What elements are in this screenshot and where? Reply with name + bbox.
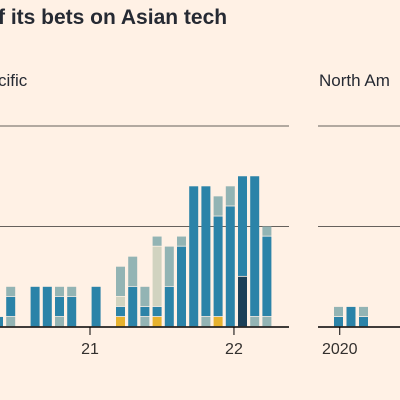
panel2-bar-segment bbox=[334, 306, 343, 317]
panel1-bar-segment bbox=[152, 316, 162, 327]
panel1-bar-segment bbox=[140, 286, 150, 307]
panel1-bar-segment bbox=[55, 286, 64, 297]
panel1-bar-segment bbox=[67, 296, 77, 327]
panel2-bar-segment bbox=[346, 306, 356, 327]
panel2-bar-segment bbox=[359, 316, 368, 327]
panel1-bar-segment bbox=[67, 286, 77, 297]
panel1-bar-segment bbox=[6, 316, 16, 327]
panel1-bar-segment bbox=[262, 226, 272, 236]
panel1-bar-segment bbox=[213, 316, 223, 327]
panel1-bar-segment bbox=[201, 316, 211, 327]
panel-label-north-america: North Am bbox=[319, 71, 390, 90]
panel1-bar-segment bbox=[213, 216, 223, 317]
panel1-bar-segment bbox=[116, 266, 125, 297]
panel2-x-tick-label: 2020 bbox=[322, 341, 358, 358]
panel2-bar-segment bbox=[359, 306, 368, 317]
panel1-bar-segment bbox=[140, 306, 150, 317]
panel1-bar-segment bbox=[140, 316, 150, 327]
panel1-bar-segment bbox=[225, 206, 235, 327]
panel1-x-tick-label: 21 bbox=[81, 341, 99, 358]
panel1-bar-segment bbox=[189, 186, 199, 327]
panel1-bar-segment bbox=[238, 276, 247, 327]
panel1-bar-segment bbox=[128, 286, 138, 327]
panel1-bar-segment bbox=[177, 246, 186, 327]
panel1-bar-segment bbox=[42, 286, 52, 327]
panel1-bar-segment bbox=[262, 236, 272, 317]
panel1-bar-segment bbox=[164, 246, 174, 286]
panel1-bar-segment bbox=[262, 316, 272, 327]
panel1-bar-segment bbox=[152, 236, 162, 246]
panel2-bar-segment bbox=[334, 316, 343, 327]
panel1-bar-segment bbox=[55, 316, 64, 327]
panel1-bar-segment bbox=[250, 316, 260, 327]
panel1-bar-segment bbox=[201, 186, 211, 317]
panel1-bar-segment bbox=[116, 296, 125, 307]
panel1-bar-segment bbox=[164, 286, 174, 327]
panel1-bar-segment bbox=[30, 286, 40, 327]
panel1-bar-segment bbox=[116, 306, 125, 317]
panel1-bar-segment bbox=[128, 256, 138, 286]
panel1-bar-segment bbox=[91, 286, 101, 327]
panel1-bar-segment bbox=[152, 246, 162, 307]
panel1-bar-segment bbox=[238, 176, 247, 276]
panel1-x-tick-label: 22 bbox=[225, 341, 243, 358]
panel1-bar-segment bbox=[6, 286, 16, 297]
panel1-bar-segment bbox=[0, 316, 3, 327]
panel1-bar-segment bbox=[225, 186, 235, 206]
panel1-bar-segment bbox=[55, 296, 64, 317]
panel1-bar-segment bbox=[6, 296, 16, 317]
panel1-bar-segment bbox=[116, 316, 125, 327]
chart-title: f its bets on Asian tech bbox=[0, 6, 228, 29]
panel-label-asia-pacific: cific bbox=[0, 71, 28, 90]
panel1-bar-segment bbox=[250, 176, 260, 317]
panel1-bar-segment bbox=[213, 196, 223, 216]
panel1-bar-segment bbox=[152, 306, 162, 317]
panel1-bar-segment bbox=[177, 236, 186, 246]
